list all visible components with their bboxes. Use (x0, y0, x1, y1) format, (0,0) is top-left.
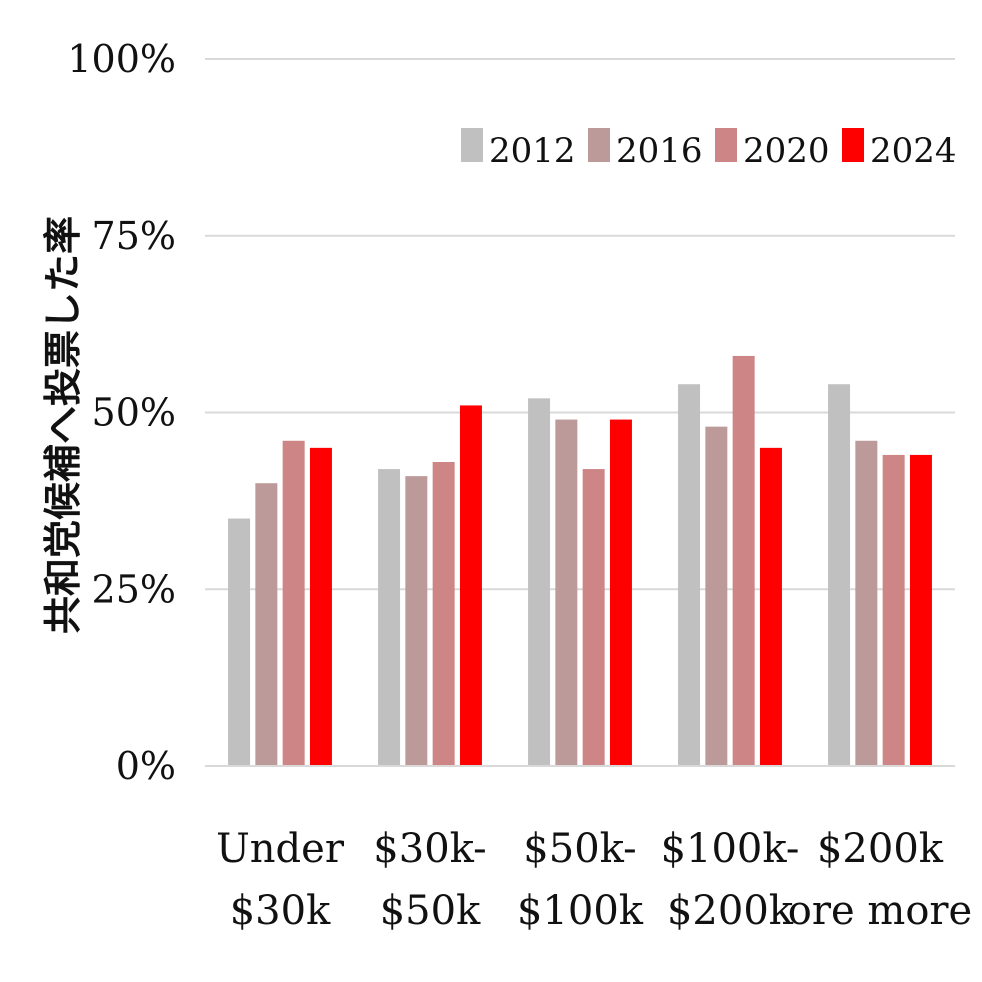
y-tick-label: 50% (92, 391, 176, 435)
legend-label: 2024 (870, 131, 957, 171)
bar (909, 454, 932, 766)
bar (582, 469, 605, 766)
bar (555, 419, 578, 766)
legend-label: 2012 (489, 131, 576, 171)
bar (759, 447, 782, 766)
legend-swatch (842, 128, 864, 162)
y-axis-ticks: 0% 25% 50% 75% 100% (67, 37, 176, 788)
legend-swatch (715, 128, 737, 162)
bar (609, 419, 632, 766)
legend-swatch (588, 128, 610, 162)
bar (309, 447, 332, 766)
bar (705, 426, 728, 766)
x-category-label: $30k (230, 888, 331, 934)
y-tick-label: 100% (67, 37, 176, 81)
bar (255, 483, 278, 766)
x-category-label: $200k (667, 888, 794, 934)
y-tick-label: 0% (116, 744, 176, 788)
bar (282, 440, 305, 766)
bar (459, 405, 482, 766)
x-category-label: $100k (517, 888, 644, 934)
bar (405, 476, 428, 766)
bar (528, 398, 551, 766)
y-tick-label: 25% (92, 567, 176, 611)
legend-label: 2020 (743, 131, 830, 171)
y-axis-label: 共和党候補へ投票した率 (41, 216, 85, 634)
legend: 2012 2016 2020 2024 (461, 128, 957, 171)
bar (828, 384, 851, 766)
legend-label: 2016 (616, 131, 703, 171)
x-category-label: ore more (788, 888, 972, 934)
bars (228, 355, 932, 766)
x-category-label: $30k- (373, 826, 486, 872)
bar (882, 454, 905, 766)
x-category-label: Under (216, 826, 345, 872)
bar (732, 355, 755, 766)
x-axis-categories: Under $30k $30k- $50k $50k- $100k $100k- $200k $… (216, 826, 972, 934)
bar (378, 469, 401, 766)
bar (432, 461, 455, 766)
x-category-label: $200k (817, 826, 944, 872)
bar (228, 518, 251, 766)
legend-swatch (461, 128, 483, 162)
x-category-label: $50k- (523, 826, 636, 872)
x-category-label: $100k- (661, 826, 800, 872)
x-category-label: $50k (380, 888, 481, 934)
bar (855, 440, 878, 766)
y-tick-label: 75% (92, 214, 176, 258)
bar (678, 384, 701, 766)
